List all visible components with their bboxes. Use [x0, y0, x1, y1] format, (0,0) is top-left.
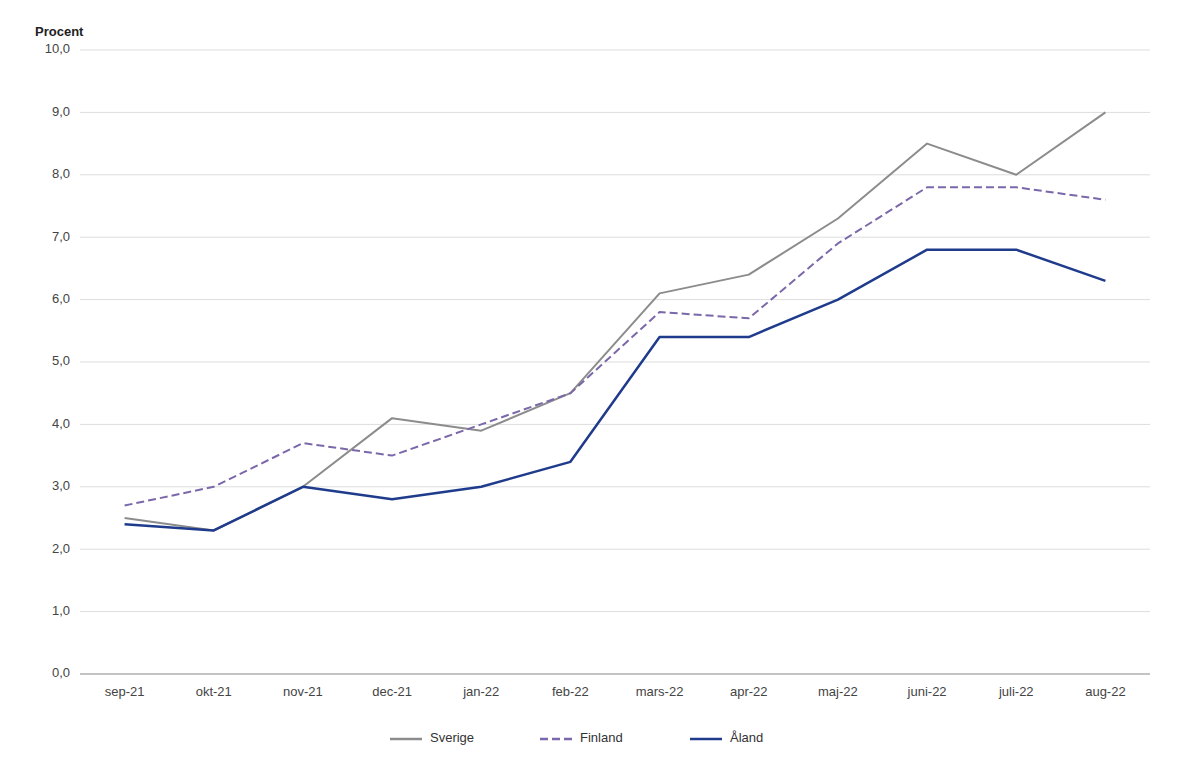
- x-tick-label: sep-21: [105, 684, 145, 699]
- legend-swatch: [690, 738, 722, 741]
- legend-swatch: [390, 738, 422, 741]
- grid-line: [80, 674, 1150, 675]
- x-tick-label: feb-22: [552, 684, 589, 699]
- grid-line: [80, 486, 1150, 487]
- series-line: [125, 250, 1106, 531]
- page: {"chart_data": {"type": "line", "ylabel"…: [0, 0, 1180, 769]
- x-tick-label: juni-22: [907, 684, 947, 699]
- x-tick-label: apr-22: [730, 684, 768, 699]
- x-axis-line: [80, 674, 1150, 675]
- series-line: [125, 112, 1106, 530]
- grid-line: [80, 299, 1150, 300]
- x-tick-label: maj-22: [818, 684, 858, 699]
- y-tick-label: 10,0: [45, 41, 70, 56]
- grid-line: [80, 237, 1150, 238]
- y-tick-label: 6,0: [52, 291, 70, 306]
- x-tick-label: juli-22: [998, 684, 1034, 699]
- y-axis-label: Procent: [35, 24, 84, 39]
- legend-swatch: [540, 738, 572, 741]
- grid-line: [80, 174, 1150, 175]
- x-tick-label: dec-21: [372, 684, 412, 699]
- legend-label: Finland: [580, 730, 623, 745]
- y-tick-label: 4,0: [52, 416, 70, 431]
- lines: [125, 112, 1106, 530]
- y-tick-label: 0,0: [52, 665, 70, 680]
- y-tick-label: 1,0: [52, 603, 70, 618]
- x-tick-label: jan-22: [462, 684, 499, 699]
- grid-line: [80, 112, 1150, 113]
- x-tick-label: nov-21: [283, 684, 323, 699]
- grid-line: [80, 549, 1150, 550]
- chart-svg: 0,0 1,0 2,0 3,0 4,0 5,0 6,0 7,0 8,0 9,0 10,0 sep-21…: [0, 0, 1180, 769]
- x-tick-label: mars-22: [636, 684, 684, 699]
- y-tick-label: 9,0: [52, 104, 70, 119]
- chart-container: 0,0 1,0 2,0 3,0 4,0 5,0 6,0 7,0 8,0 9,0 10,0 sep-21…: [0, 0, 1180, 769]
- y-grid: [80, 50, 1150, 674]
- y-tick-label: 8,0: [52, 166, 70, 181]
- grid-line: [80, 50, 1150, 51]
- y-tick-label: 5,0: [52, 353, 70, 368]
- grid-line: [80, 424, 1150, 425]
- y-tick-label: 3,0: [52, 478, 70, 493]
- grid-line: [80, 611, 1150, 612]
- legend-label: Åland: [730, 730, 763, 745]
- legend: Sverige Finland Åland: [390, 730, 763, 745]
- series-line: [125, 187, 1106, 505]
- x-tick-label: okt-21: [196, 684, 232, 699]
- grid-line: [80, 362, 1150, 363]
- y-tick-label: 2,0: [52, 541, 70, 556]
- x-tick-label: aug-22: [1085, 684, 1125, 699]
- y-tick-label: 7,0: [52, 229, 70, 244]
- legend-label: Sverige: [430, 730, 474, 745]
